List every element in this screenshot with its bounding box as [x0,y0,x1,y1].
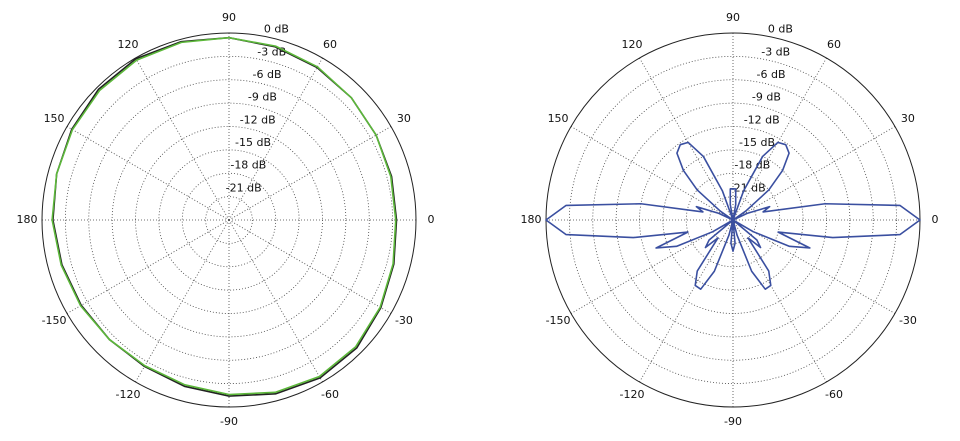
r-tick-label: -12 dB [744,113,780,126]
theta-tick-label: 60 [827,38,841,51]
r-tick-label: -15 dB [739,136,775,149]
series-line [51,36,397,396]
theta-tick-label: -90 [220,415,238,428]
grid-ring [135,126,323,314]
r-tick-label: 0 dB [264,23,289,36]
r-tick-label: -12 dB [240,113,276,126]
theta-tick-label: -30 [899,314,917,327]
r-tick-label: -9 dB [248,91,277,104]
theta-tick-label: -60 [321,388,339,401]
series-line [545,141,921,290]
spoke-line [228,57,323,221]
grid-ring [205,196,253,244]
r-tick-label: 0 dB [768,23,793,36]
theta-tick-label: 60 [323,38,337,51]
grid-ring [181,172,277,268]
theta-tick-label: -120 [620,388,645,401]
spoke-line [228,219,323,383]
theta-tick-label: 30 [901,112,915,125]
theta-tick-label: 90 [222,11,236,24]
spoke-line [66,219,230,314]
spoke-line [732,57,827,221]
grid-ring [592,79,874,361]
grid-ring [64,55,394,385]
r-tick-label: -9 dB [752,91,781,104]
r-tick-label: -6 dB [757,68,786,81]
theta-tick-label: 30 [397,112,411,125]
spoke-line [732,219,827,383]
theta-tick-label: 90 [726,11,740,24]
r-tick-label: -18 dB [230,159,266,172]
theta-tick-label: -60 [825,388,843,401]
r-tick-label: -21 dB [730,181,766,194]
grid-ring [568,55,898,385]
theta-tick-label: 120 [118,38,139,51]
grid-ring [615,102,851,338]
r-tick-label: -6 dB [253,68,282,81]
theta-tick-label: 120 [622,38,643,51]
theta-tick-label: -150 [546,314,571,327]
theta-tick-label: 150 [548,112,569,125]
r-tick-label: -15 dB [235,136,271,149]
theta-tick-label: -90 [724,415,742,428]
theta-tick-label: -30 [395,314,413,327]
theta-tick-label: -150 [42,314,67,327]
outer-ring [41,32,417,408]
grid-ring [111,102,347,338]
theta-tick-label: 0 [932,213,939,226]
grid-ring [685,172,781,268]
grid-ring [88,79,370,361]
spoke-line [570,219,734,314]
r-tick-label: -21 dB [226,181,262,194]
grid-ring [158,149,300,291]
grid-ring [639,126,827,314]
grid-ring [662,149,804,291]
theta-tick-label: 180 [521,213,542,226]
theta-tick-label: 0 [428,213,435,226]
theta-tick-label: 150 [44,112,65,125]
theta-tick-label: -120 [116,388,141,401]
r-tick-label: -3 dB [761,45,790,58]
grid-ring [709,196,757,244]
r-tick-label: -18 dB [734,159,770,172]
theta-tick-label: 180 [17,213,38,226]
r-tick-label: -3 dB [257,45,286,58]
